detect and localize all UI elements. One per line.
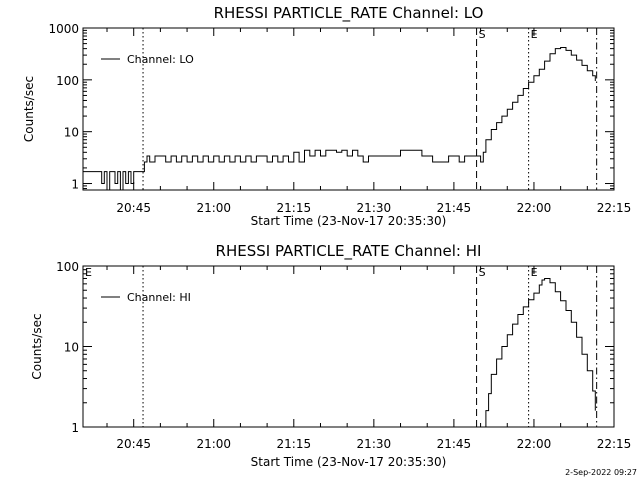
- y-axis-label: Counts/sec: [30, 313, 44, 379]
- event-marker-label: S: [479, 28, 486, 41]
- x-tick-label: 22:15: [597, 437, 632, 451]
- y-tick-label: 1: [71, 178, 79, 192]
- x-tick-label: 21:30: [357, 437, 392, 451]
- event-marker-label: E: [531, 28, 538, 41]
- event-marker-label: E: [531, 266, 538, 279]
- legend-entry: Channel: LO: [127, 53, 194, 66]
- y-tick-label: 1000: [48, 22, 79, 36]
- x-tick-label: 21:15: [277, 201, 312, 215]
- x-tick-label: 21:00: [196, 437, 231, 451]
- y-tick-label: 100: [56, 260, 79, 274]
- event-marker-label: E: [85, 266, 92, 279]
- x-tick-label: 22:00: [517, 437, 552, 451]
- x-tick-label: 21:30: [357, 201, 392, 215]
- x-tick-label: 20:45: [116, 201, 151, 215]
- event-marker-label: S: [479, 266, 486, 279]
- y-tick-label: 100: [56, 74, 79, 88]
- x-tick-label: 21:15: [277, 437, 312, 451]
- x-tick-label: 21:00: [196, 201, 231, 215]
- plot-frame: [82, 27, 615, 191]
- footer-timestamp: 2-Sep-2022 09:27: [565, 468, 637, 477]
- chart-title: RHESSI PARTICLE_RATE Channel: LO: [214, 4, 484, 23]
- legend-entry: Channel: HI: [127, 291, 191, 304]
- series-line-channel-lo: [83, 47, 596, 191]
- x-axis-label: Start Time (23-Nov-17 20:35:30): [251, 455, 447, 469]
- y-axis-label: Counts/sec: [22, 76, 36, 142]
- x-tick-label: 22:15: [597, 201, 632, 215]
- x-axis-label: Start Time (23-Nov-17 20:35:30): [251, 214, 447, 228]
- panel-hi: RHESSI PARTICLE_RATE Channel: HI 20:45 21:…: [30, 242, 631, 469]
- chart-title: RHESSI PARTICLE_RATE Channel: HI: [216, 242, 482, 261]
- x-tick-label: 21:45: [437, 437, 472, 451]
- y-tick-label: 10: [64, 341, 79, 355]
- x-tick-label: 21:45: [437, 201, 472, 215]
- series-line-channel-hi: [483, 278, 596, 428]
- panel-lo: RHESSI PARTICLE_RATE Channel: LO 20:45 21:…: [22, 4, 631, 228]
- x-tick-label: 20:45: [116, 437, 151, 451]
- y-tick-label: 10: [64, 126, 79, 140]
- y-tick-label: 1: [71, 421, 79, 435]
- x-tick-label: 22:00: [517, 201, 552, 215]
